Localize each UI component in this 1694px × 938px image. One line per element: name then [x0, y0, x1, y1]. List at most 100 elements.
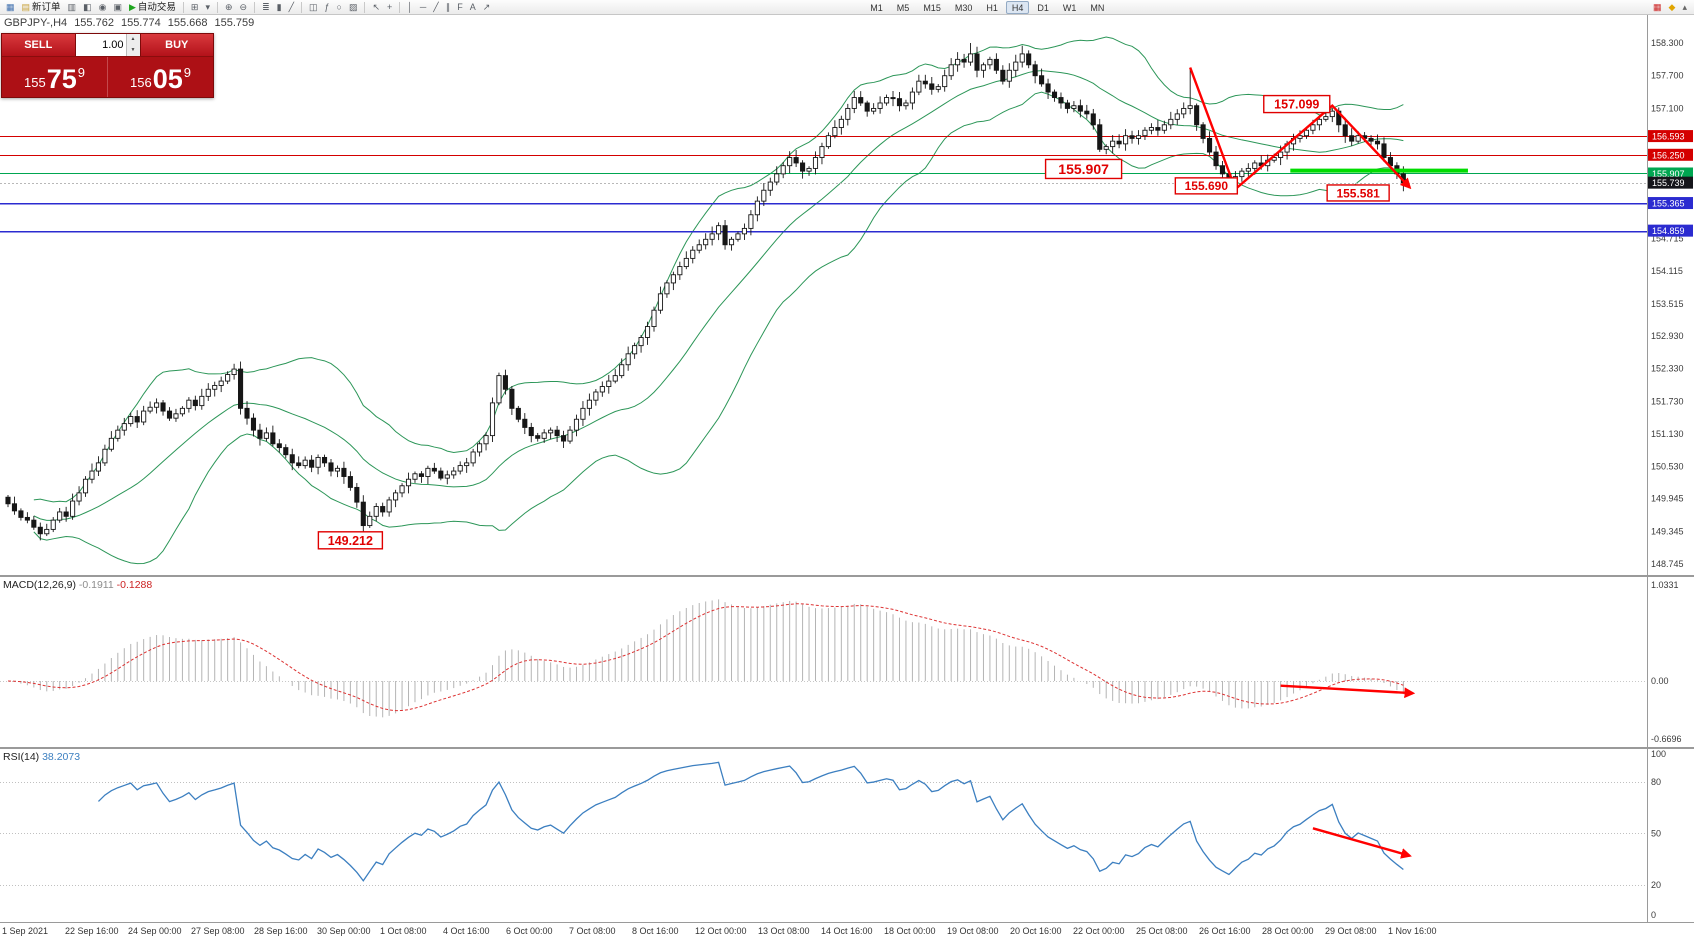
volume-input[interactable]	[75, 34, 126, 56]
candlesticks	[5, 43, 1406, 541]
callout-box[interactable]	[1263, 94, 1331, 114]
toolbar-separator	[399, 1, 401, 13]
cursor-icon: ↖	[372, 1, 381, 12]
callout-text: 155.690	[1185, 179, 1229, 193]
price-callouts[interactable]: 157.099 155.907 155.690 155.581 149.212	[317, 94, 1390, 550]
price-tag-text: 154.859	[1652, 226, 1685, 236]
price-scale[interactable]: 158.300 157.700 157.100 154.715 154.115 153.5…	[1647, 15, 1694, 576]
favorites-yellow-icon[interactable]: ◆	[1668, 1, 1676, 12]
timeframe-m30[interactable]: M30	[954, 2, 973, 13]
price-axis-label: 151.130	[1651, 429, 1684, 439]
macd-arrow-object[interactable]	[1280, 684, 1416, 699]
text-label-icon[interactable]: A	[467, 1, 479, 14]
time-label: 20 Oct 16:00	[1010, 926, 1062, 936]
callout-box[interactable]	[1044, 158, 1123, 180]
toolbar-spacer	[494, 7, 862, 8]
tile-windows-icon[interactable]: ◫	[306, 1, 321, 14]
grid-red-icon[interactable]: ▦	[1653, 1, 1662, 12]
macd-panel[interactable]: 1.0331 0.00 -0.6696 MACD(12,26,9) -0.1911 -…	[0, 576, 1694, 748]
zoom-out-icon: ⊖	[239, 1, 248, 12]
volume-down-button[interactable]: ▼	[126, 45, 140, 56]
timeframe-h1[interactable]: H1	[986, 2, 998, 13]
volume-up-button[interactable]: ▲	[126, 34, 140, 45]
timeframe-m1[interactable]: M1	[870, 2, 883, 13]
indicators-icon: ƒ	[324, 1, 330, 12]
sell-button[interactable]: SELL	[2, 34, 75, 56]
autotrading-button[interactable]: ▶ 自动交易	[126, 1, 179, 14]
callout-box[interactable]	[317, 531, 384, 550]
timeframe-w1[interactable]: W1	[1062, 2, 1077, 13]
terminal-icon[interactable]: ▣	[110, 1, 125, 14]
callout-text: 157.099	[1274, 98, 1319, 112]
macd-scale-label: 0.00	[1651, 676, 1669, 686]
horizontal-line-icon: ─	[419, 1, 427, 12]
crosshair-icon[interactable]: +	[384, 1, 395, 14]
timeframe-d1[interactable]: D1	[1037, 2, 1049, 13]
price-axis-label: 153.515	[1651, 299, 1684, 309]
price-axis-label: 151.730	[1651, 396, 1684, 406]
vertical-line-icon: │	[407, 1, 413, 12]
candlestick-chart-icon[interactable]: ▮	[274, 1, 285, 14]
rsi-scale-label: 0	[1651, 910, 1656, 920]
app-chart-icon: ▦	[6, 1, 15, 12]
line-chart-icon[interactable]: ╱	[286, 1, 297, 14]
market-watch-icon[interactable]: ▥	[65, 1, 80, 14]
arrow-object-icon[interactable]: ↗	[480, 1, 494, 14]
tile-windows-icon: ◫	[308, 1, 318, 12]
periods-icon[interactable]: ○	[334, 1, 345, 14]
vertical-line-icon[interactable]: │	[404, 1, 416, 14]
timeframe-h4[interactable]: H4	[1005, 0, 1030, 14]
time-label: 7 Oct 08:00	[569, 926, 616, 936]
new-order-button[interactable]: ▤ 新订单	[19, 1, 64, 14]
channel-icon[interactable]: ∥	[443, 1, 454, 14]
rsi-arrow-object[interactable]	[1312, 827, 1412, 859]
navigator-icon[interactable]: ◉	[96, 1, 110, 14]
toolbar-left-groups: ▦ ▤ 新订单 ▥ ◧ ◉ ▣ ▶ 自动交易 ⊞ ▾ ⊕ ⊖ ≣ ▮ ╱ ◫ ƒ ○ ▨ ↖ + │ ─ ╱ ∥ F A ↗	[3, 1, 493, 14]
callout-text: 155.907	[1058, 161, 1109, 177]
data-window-icon[interactable]: ◧	[80, 1, 95, 14]
callout-text: 149.212	[328, 534, 373, 548]
volume-box: ▲ ▼	[74, 34, 141, 56]
fibonacci-icon[interactable]: F	[454, 1, 466, 14]
rsi-panel[interactable]: 100 80 50 20 0 RSI(14) 38.2073	[0, 748, 1694, 922]
horizontal-line-icon[interactable]: ─	[417, 1, 429, 14]
time-axis[interactable]: 1 Sep 2021 22 Sep 16:00 24 Sep 00:00 27 Sep…	[0, 922, 1694, 938]
main-chart[interactable]: 157.099 155.907 155.690 155.581 149.212 158.3…	[0, 15, 1694, 576]
timeframe-m15[interactable]: M15	[923, 2, 941, 13]
price-tag	[1648, 130, 1693, 143]
new-chart-icon[interactable]: ⊞	[188, 1, 202, 14]
time-label: 24 Sep 00:00	[128, 926, 182, 936]
bollinger-upper-band	[33, 36, 1404, 503]
app-chart-icon[interactable]: ▦	[3, 1, 18, 14]
zoom-in-icon[interactable]: ⊕	[222, 1, 236, 14]
price-axis-label: 148.745	[1651, 559, 1684, 569]
trend-arrow-object[interactable]	[1189, 67, 1412, 192]
text-label-icon: A	[469, 1, 476, 12]
indicators-icon[interactable]: ƒ	[322, 1, 333, 14]
periods-icon: ○	[336, 1, 342, 12]
time-label: 19 Oct 08:00	[947, 926, 999, 936]
toolbar-separator	[364, 1, 366, 13]
callout-box[interactable]	[1174, 177, 1239, 195]
callout-box[interactable]	[1326, 184, 1390, 202]
volume-spinner: ▲ ▼	[125, 34, 140, 56]
price-tag	[1648, 224, 1693, 237]
cursor-icon[interactable]: ↖	[369, 1, 383, 14]
one-click-trading-panel: SELL ▲ ▼ BUY 155 75 9 156 05 9	[1, 33, 214, 98]
bar-chart-icon[interactable]: ≣	[259, 1, 273, 14]
price-axis-label: 152.930	[1651, 331, 1684, 341]
templates-icon[interactable]: ▨	[346, 1, 361, 14]
zoom-out-icon[interactable]: ⊖	[237, 1, 251, 14]
bid-integer: 155	[24, 75, 46, 90]
timeframe-mn[interactable]: MN	[1090, 2, 1105, 13]
bid-price-display[interactable]: 155 75 9	[2, 57, 107, 97]
toolbar-separator	[254, 1, 256, 13]
crosshair-icon: +	[387, 1, 393, 12]
buy-button[interactable]: BUY	[140, 34, 213, 56]
toolbar-overflow-icon[interactable]: ▴	[1682, 1, 1687, 12]
ask-price-display[interactable]: 156 05 9	[107, 57, 213, 97]
timeframe-m5[interactable]: M5	[896, 2, 910, 13]
profiles-icon[interactable]: ▾	[202, 1, 213, 14]
quote-low: 155.668	[167, 17, 208, 29]
trendline-icon[interactable]: ╱	[430, 1, 441, 14]
